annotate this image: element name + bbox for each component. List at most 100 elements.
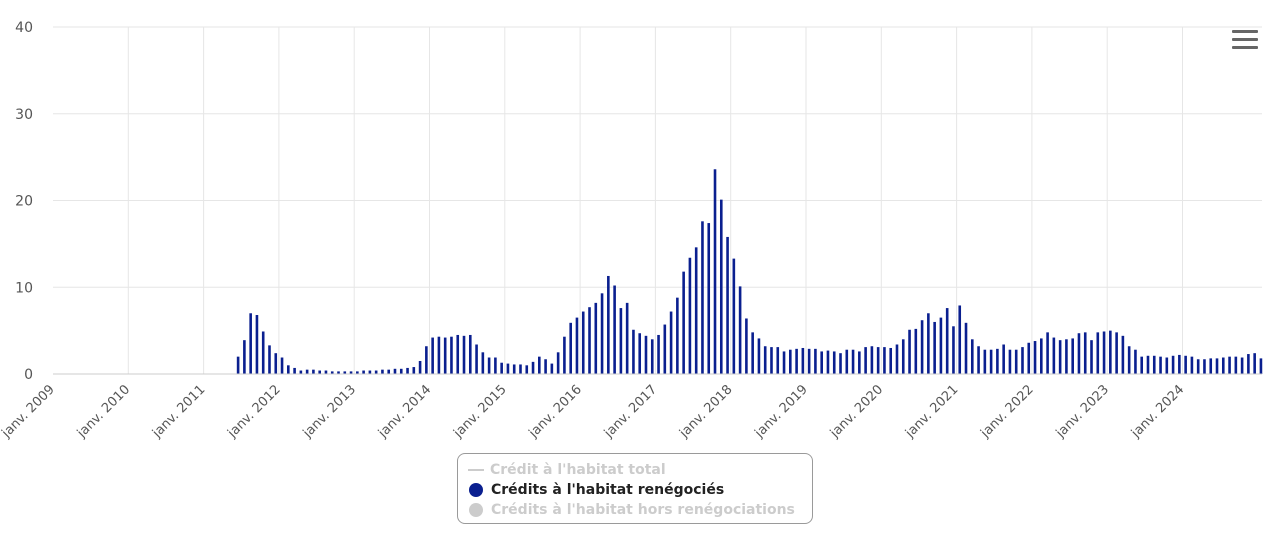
bar[interactable] xyxy=(1221,357,1225,374)
bar[interactable] xyxy=(726,236,729,374)
bar[interactable] xyxy=(468,334,472,374)
bar[interactable] xyxy=(1090,340,1093,374)
bar[interactable] xyxy=(820,351,823,374)
bar[interactable] xyxy=(1234,356,1238,374)
bar[interactable] xyxy=(1109,330,1112,375)
bar[interactable] xyxy=(707,223,711,374)
bar[interactable] xyxy=(324,370,328,374)
bar[interactable] xyxy=(581,311,585,374)
bar[interactable] xyxy=(569,322,572,374)
bar[interactable] xyxy=(1146,355,1150,374)
bar[interactable] xyxy=(1021,347,1024,374)
bar[interactable] xyxy=(1259,358,1263,374)
bar[interactable] xyxy=(255,315,259,374)
bar[interactable] xyxy=(883,347,886,374)
bar[interactable] xyxy=(412,367,416,374)
bar[interactable] xyxy=(870,346,874,374)
bar[interactable] xyxy=(952,326,955,374)
bar[interactable] xyxy=(1096,332,1100,374)
bar[interactable] xyxy=(293,367,296,374)
bar[interactable] xyxy=(280,357,284,374)
bar[interactable] xyxy=(895,344,899,375)
bar[interactable] xyxy=(506,363,510,374)
bar[interactable] xyxy=(1083,332,1087,374)
bar[interactable] xyxy=(889,347,893,374)
bar[interactable] xyxy=(1134,349,1137,374)
bar[interactable] xyxy=(261,331,265,374)
bar[interactable] xyxy=(939,317,943,374)
bar[interactable] xyxy=(236,356,240,374)
bar[interactable] xyxy=(1121,335,1125,374)
bar[interactable] xyxy=(406,367,409,374)
bar[interactable] xyxy=(745,318,748,374)
bar[interactable] xyxy=(826,350,830,374)
bar[interactable] xyxy=(431,337,434,374)
bar[interactable] xyxy=(600,293,604,374)
bar[interactable] xyxy=(814,348,817,374)
bar[interactable] xyxy=(1178,354,1181,374)
bar[interactable] xyxy=(964,322,968,374)
bar[interactable] xyxy=(318,370,321,374)
bar[interactable] xyxy=(864,347,867,374)
bar[interactable] xyxy=(1228,356,1231,374)
bar[interactable] xyxy=(801,347,805,374)
bar[interactable] xyxy=(588,307,591,374)
bar[interactable] xyxy=(632,329,635,374)
bar[interactable] xyxy=(782,351,786,374)
legend-item-renegocies[interactable]: Crédits à l'habitat renégociés xyxy=(468,480,812,500)
bar[interactable] xyxy=(1190,356,1194,374)
bar[interactable] xyxy=(914,328,918,374)
bar[interactable] xyxy=(1002,344,1005,375)
bar[interactable] xyxy=(688,257,692,374)
bar[interactable] xyxy=(989,349,993,374)
bar[interactable] xyxy=(343,371,347,374)
bar[interactable] xyxy=(487,357,491,374)
bar[interactable] xyxy=(1071,338,1074,374)
bar[interactable] xyxy=(732,258,736,374)
bar[interactable] xyxy=(676,297,679,374)
bar[interactable] xyxy=(374,370,378,374)
bar[interactable] xyxy=(663,324,667,374)
bar[interactable] xyxy=(437,336,441,374)
bar[interactable] xyxy=(312,369,315,374)
bar[interactable] xyxy=(933,321,936,374)
bar[interactable] xyxy=(832,351,836,374)
bar[interactable] xyxy=(362,370,365,374)
bar[interactable] xyxy=(349,371,353,374)
bar[interactable] xyxy=(563,336,566,374)
bar[interactable] xyxy=(1065,339,1068,374)
bar[interactable] xyxy=(500,362,503,374)
bar[interactable] xyxy=(443,337,447,374)
bar[interactable] xyxy=(512,364,516,374)
bar[interactable] xyxy=(594,302,598,374)
bar[interactable] xyxy=(1040,338,1043,374)
bar[interactable] xyxy=(807,348,811,374)
bar[interactable] xyxy=(425,346,428,374)
bar[interactable] xyxy=(1203,359,1206,374)
bar[interactable] xyxy=(776,347,780,374)
context-menu-icon[interactable] xyxy=(1232,30,1258,52)
bar[interactable] xyxy=(1253,353,1256,374)
bar[interactable] xyxy=(977,346,980,374)
bar[interactable] xyxy=(701,221,704,374)
bar[interactable] xyxy=(1027,342,1031,374)
bar[interactable] xyxy=(845,349,849,374)
bar[interactable] xyxy=(958,305,962,374)
bar[interactable] xyxy=(851,349,855,374)
bar[interactable] xyxy=(481,352,485,374)
bar[interactable] xyxy=(770,347,773,374)
bar[interactable] xyxy=(1077,333,1081,374)
bar[interactable] xyxy=(381,369,384,374)
bar[interactable] xyxy=(908,329,911,374)
bar[interactable] xyxy=(1014,349,1018,374)
bar[interactable] xyxy=(393,368,397,374)
bar[interactable] xyxy=(625,302,629,374)
bar[interactable] xyxy=(751,332,754,374)
bar[interactable] xyxy=(719,199,723,374)
bar[interactable] xyxy=(299,370,303,374)
bar[interactable] xyxy=(1046,332,1049,374)
bar[interactable] xyxy=(1102,331,1106,374)
bar[interactable] xyxy=(1209,358,1213,374)
legend-item-hors-renegociations[interactable]: Crédits à l'habitat hors renégociations xyxy=(468,500,812,520)
bar[interactable] xyxy=(669,311,673,374)
